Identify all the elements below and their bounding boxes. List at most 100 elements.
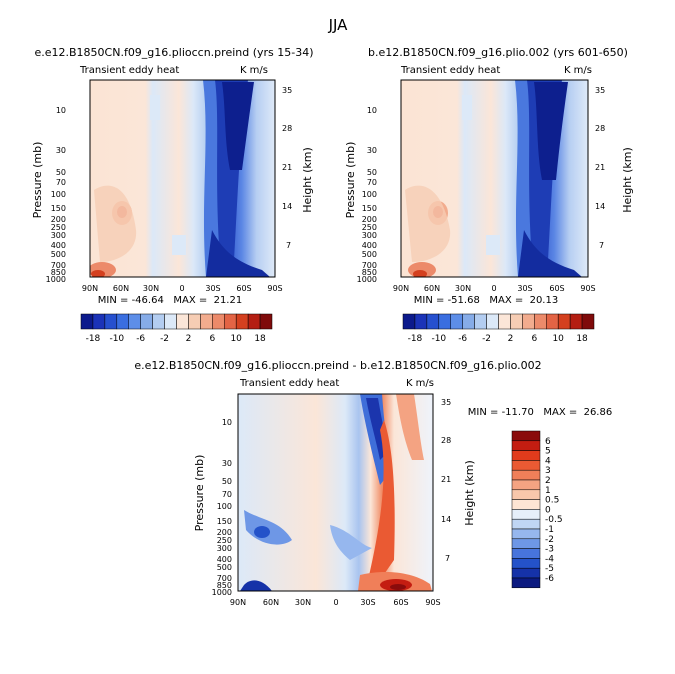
x-tick: 60N (263, 598, 279, 607)
y-tick: 700 (362, 261, 377, 270)
y-tick-right: 14 (441, 515, 451, 524)
colorbar-swatch (462, 313, 475, 330)
y-tick-right: 7 (599, 241, 604, 250)
x-tick: 30N (455, 284, 471, 293)
colorbar-label: -5 (545, 564, 554, 574)
y-tick: 500 (51, 250, 66, 259)
colorbar-swatch (80, 313, 94, 330)
colorbar-label: 2 (186, 334, 192, 344)
panel-diff-title: e.e12.B1850CN.f09_g16.plioccn.preind - b… (134, 359, 541, 372)
colorbar-label: -2 (160, 334, 169, 344)
colorbar-swatch (569, 313, 583, 330)
colorbar-label: -18 (86, 334, 101, 344)
colorbar-swatch (511, 440, 541, 451)
y-tick: 250 (362, 223, 377, 232)
y-tick: 50 (56, 168, 66, 177)
y-tick: 150 (362, 204, 377, 213)
y-tick-right: 28 (441, 436, 451, 445)
colorbar-swatch (546, 313, 559, 330)
x-tick: 60N (113, 284, 129, 293)
colorbar-swatch (176, 313, 189, 330)
colorbar-swatch (224, 313, 237, 330)
x-tick: 0 (179, 284, 184, 293)
y-tick: 30 (367, 146, 377, 155)
panel-right-yticks: 10 30 50 70 100 150 200 250 300 400 500 … (357, 106, 377, 284)
panel-diff-xticks: 90N 60N 30N 0 30S 60S 90S (230, 598, 441, 607)
panel-right-title: b.e12.B1850CN.f09_g16.plio.002 (yrs 601-… (368, 46, 628, 59)
colorbar-swatch (188, 313, 201, 330)
y-tick: 100 (51, 190, 66, 199)
colorbar-swatch (557, 313, 571, 330)
colorbar-label: -2 (482, 334, 491, 344)
y-tick: 70 (222, 490, 232, 499)
panel-diff-ylabel: Pressure (mb) (193, 455, 206, 532)
y-tick: 850 (51, 268, 66, 277)
colorbar-right: -18 -10 -6 -2 2 6 10 18 (402, 313, 595, 344)
colorbar-swatch (128, 313, 141, 330)
colorbar-label: -6 (136, 334, 145, 344)
colorbar-swatch (511, 430, 541, 442)
x-tick: 0 (491, 284, 496, 293)
colorbar-label: 10 (552, 334, 564, 344)
y-tick: 500 (217, 563, 232, 572)
colorbar-swatch (522, 313, 535, 330)
colorbar-label: 6 (209, 334, 215, 344)
panel-diff-units: K m/s (406, 378, 434, 389)
x-tick: 30S (517, 284, 532, 293)
y-tick-right: 21 (441, 475, 451, 484)
colorbar-swatch (511, 558, 541, 569)
y-tick-right: 14 (595, 202, 605, 211)
colorbar-swatch (511, 499, 541, 510)
colorbar-label: -6 (458, 334, 467, 344)
y-tick: 300 (51, 231, 66, 240)
y-tick: 70 (367, 178, 377, 187)
x-tick: 90N (393, 284, 409, 293)
y-tick: 200 (362, 215, 377, 224)
x-tick: 0 (333, 598, 338, 607)
colorbar-swatch (164, 313, 177, 330)
colorbar-label: 0.5 (545, 496, 559, 506)
colorbar-label: 2 (545, 476, 551, 486)
y-tick: 700 (51, 261, 66, 270)
colorbar-swatch (426, 313, 440, 330)
colorbar-swatch (259, 313, 273, 330)
y-tick: 300 (362, 231, 377, 240)
colorbar-swatch (498, 313, 511, 330)
colorbar-label: -6 (545, 574, 554, 584)
y-tick: 500 (362, 250, 377, 259)
colorbar-swatch (486, 313, 499, 330)
x-tick: 90S (267, 284, 282, 293)
panel-left-units: K m/s (240, 65, 268, 76)
y-tick: 300 (217, 544, 232, 553)
y-tick: 30 (56, 146, 66, 155)
y-tick: 100 (362, 190, 377, 199)
colorbar-swatch (438, 313, 451, 330)
colorbar-label: 6 (545, 437, 551, 447)
y-tick: 700 (217, 574, 232, 583)
colorbar-swatch (212, 313, 225, 330)
panel-right-yticks-right: 35 28 21 14 7 (595, 86, 605, 250)
panel-diff-stats: MIN = -11.70 MAX = 26.86 (468, 407, 612, 418)
y-tick: 850 (217, 581, 232, 590)
colorbar-swatch (511, 567, 541, 579)
colorbar-label: -1 (545, 525, 554, 535)
y-tick-right: 7 (445, 554, 450, 563)
colorbar-swatch (511, 469, 541, 481)
x-tick: 90S (425, 598, 440, 607)
colorbar-swatch (511, 460, 541, 471)
colorbar-label: 6 (531, 334, 537, 344)
colorbar-swatch (510, 313, 523, 330)
colorbar-label: 18 (576, 334, 588, 344)
panel-diff-yticks-right: 35 28 21 14 7 (441, 398, 451, 563)
x-tick: 90S (580, 284, 595, 293)
y-tick: 150 (217, 517, 232, 526)
y-tick: 10 (222, 418, 232, 427)
y-tick: 250 (51, 223, 66, 232)
colorbar-swatch (511, 538, 541, 549)
colorbar-label: 18 (254, 334, 266, 344)
panel-right-stats: MIN = -51.68 MAX = 20.13 (414, 295, 558, 306)
colorbar-left: -18 -10 -6 -2 2 6 10 18 (80, 313, 273, 344)
y-tick: 250 (217, 536, 232, 545)
colorbar-label: -3 (545, 545, 554, 555)
